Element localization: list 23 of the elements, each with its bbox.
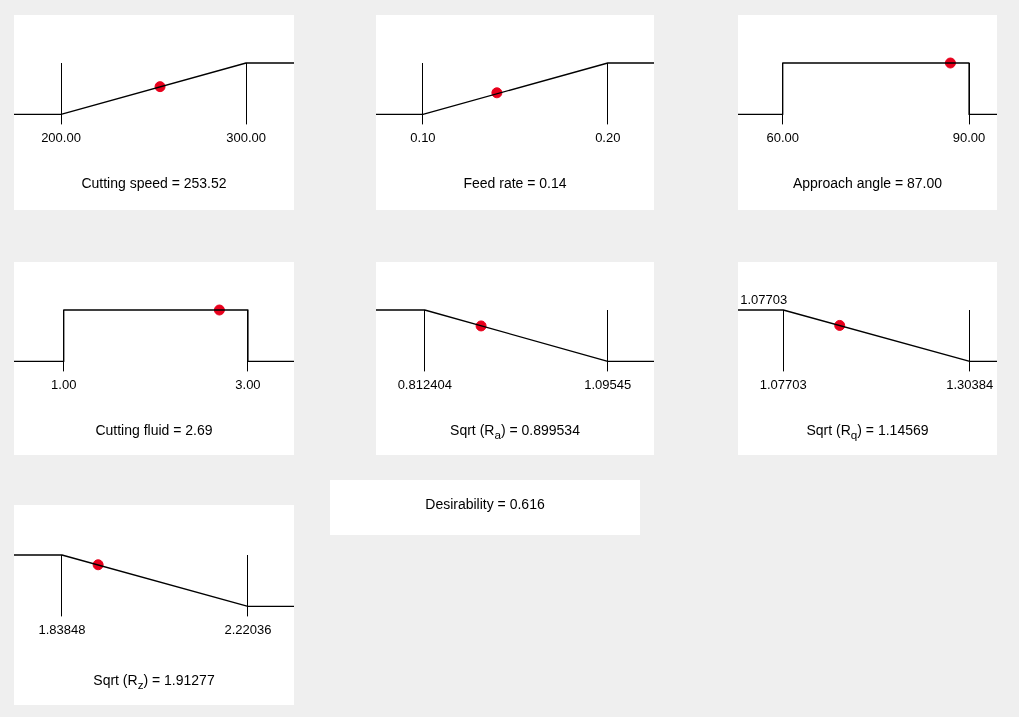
- x-tick-label: 60.00: [766, 129, 799, 145]
- x-axis-title: Feed rate = 0.14: [462, 175, 568, 191]
- x-axis-title: Sqrt (R$_{a}$) = 0.899534: [449, 422, 581, 441]
- annotation: 1.07703: [740, 292, 788, 308]
- x-tick-label: 3.00: [235, 376, 261, 392]
- x-tick-label: 0.812404: [397, 376, 452, 392]
- x-axis-title: Sqrt (R$_{q}$) = 1.14569: [805, 422, 930, 441]
- x-tick-label: 0.10: [410, 129, 436, 145]
- x-axis-title: Cutting fluid = 2.69: [94, 422, 214, 438]
- x-tick-label: 1.09545: [584, 376, 632, 392]
- text: Desirability = 0.616: [424, 496, 546, 512]
- x-axis-title: Approach angle = 87.00: [791, 175, 944, 191]
- x-tick-label: 1.83848: [38, 621, 86, 637]
- x-tick-label: 1.00: [51, 376, 77, 392]
- x-tick-label: 300.00: [226, 129, 266, 145]
- x-tick-label: 0.20: [595, 129, 621, 145]
- x-tick-label: 200.00: [41, 129, 81, 145]
- x-tick-label: 1.30384: [946, 376, 994, 392]
- x-tick-label: 1.07703: [759, 376, 807, 392]
- x-tick-label: 2.22036: [224, 621, 272, 637]
- x-axis-title: Sqrt (R$_{z}$) = 1.91277: [92, 672, 216, 691]
- x-tick-label: 90.00: [952, 129, 986, 145]
- x-axis-title: Cutting speed = 253.52: [80, 175, 228, 191]
